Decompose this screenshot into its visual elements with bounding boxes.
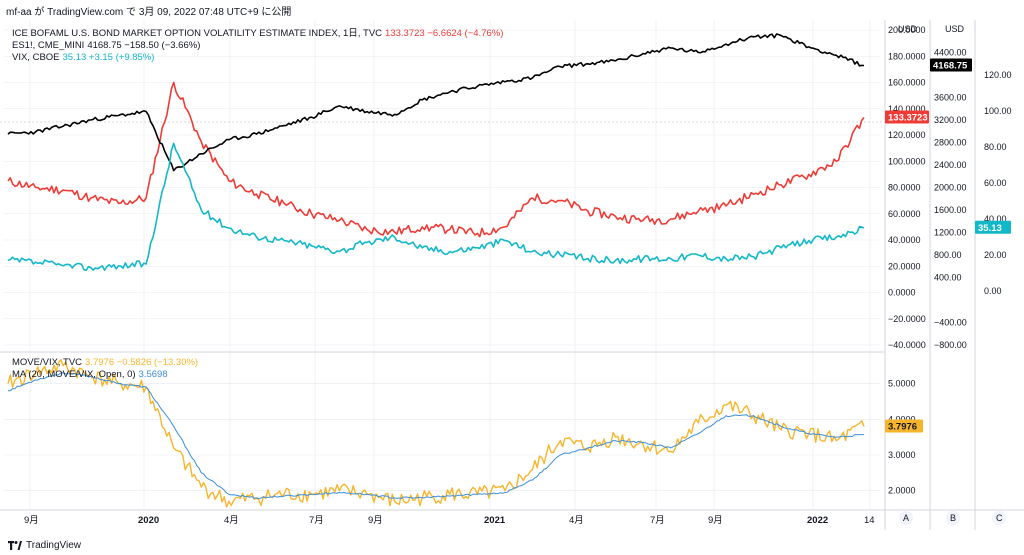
es-tick-label: 2800.00: [934, 138, 967, 148]
legend-ma[interactable]: MA (20, MOVE/VIX, Open, 0) 3.5698: [12, 369, 171, 380]
legend-es-value: 4168.75 −158.50 (−3.66%): [87, 40, 201, 51]
es-tick-label: 1600.00: [934, 205, 967, 215]
series-layer: [7, 33, 865, 508]
legend-es-name: ES1!, CME_MINI: [12, 40, 85, 51]
vix-tick-label: 40.00: [984, 214, 1007, 224]
x-tick-label: 7月: [650, 515, 665, 526]
es-tick-label: 3600.00: [934, 93, 967, 103]
tradingview-logo-icon: [8, 541, 22, 550]
move-tick-label: 180.0000: [888, 51, 926, 61]
ma-series-line: [8, 372, 864, 499]
legend-vix-value: 35.13 +3.15 (+9.85%): [62, 52, 155, 63]
axis-layer: 200.0000180.0000160.0000140.0000120.0000…: [24, 24, 1012, 526]
vix-last-value-badge-text: 35.13: [978, 223, 1002, 234]
scale-letter: A: [903, 513, 909, 523]
x-tick-label: 9月: [708, 515, 723, 526]
x-tick-label: 2021: [484, 515, 506, 526]
move-tick-label: 140.0000: [888, 104, 926, 114]
vix-tick-label: 60.00: [984, 178, 1007, 188]
move-last-value-badge: 133.3723: [885, 110, 929, 124]
scale-button[interactable]: [992, 511, 1006, 525]
legend-vix[interactable]: VIX, CBOE 35.13 +3.15 (+9.85%): [12, 52, 157, 63]
badge-layer: 4168.75 133.3723 35.13 3.7976: [885, 58, 1011, 433]
es-tick-label: 2400.00: [934, 160, 967, 170]
es-tick-label: 400.00: [934, 273, 962, 283]
vix-tick-label: 80.00: [984, 142, 1007, 152]
es-tick-label: 800.00: [934, 250, 962, 260]
x-tick-label: 2022: [807, 515, 828, 526]
scale-button[interactable]: [899, 511, 913, 525]
move-tick-label: 120.0000: [888, 130, 926, 140]
ratio-tick-label: 5.0000: [888, 379, 916, 389]
legend-vix-name: VIX, CBOE: [12, 52, 60, 63]
es-tick-label: −800.00: [934, 340, 967, 350]
es-tick-label: 4400.00: [934, 48, 967, 58]
x-tick-label: 9月: [368, 515, 383, 526]
move-tick-label: 40.0000: [888, 235, 921, 245]
legend-ratio-value: 3.7976 −0.5826 (−13.30%): [85, 357, 199, 368]
legend-move[interactable]: ICE BOFAML U.S. BOND MARKET OPTION VOLAT…: [12, 28, 506, 39]
es-tick-label: 3200.00: [934, 115, 967, 125]
es-tick-label: 1200.00: [934, 228, 967, 238]
vix-series-line: [7, 142, 865, 271]
move-tick-label: 160.0000: [888, 78, 926, 88]
ratio-last-value-badge-text: 3.7976: [888, 422, 917, 433]
currency-label: USD: [898, 24, 918, 34]
es-last-value-badge-text: 4168.75: [933, 61, 968, 72]
grid-layer: [4, 20, 880, 510]
vix-tick-label: 20.00: [984, 250, 1007, 260]
currency-label: USD: [945, 24, 965, 34]
x-tick-label: 2020: [138, 515, 159, 526]
legend-ratio-name: MOVE/VIX, TVC: [12, 357, 83, 368]
x-tick-label: 9月: [24, 515, 39, 526]
x-tick-label: 4月: [224, 515, 239, 526]
publish-info: mf-aa が TradingView.com で 3月 09, 2022 07…: [6, 7, 292, 18]
es-tick-label: −400.00: [934, 318, 967, 328]
es-last-value-badge: 4168.75: [930, 58, 972, 72]
x-tick-label: 4月: [569, 515, 584, 526]
move-series-line: [7, 81, 865, 238]
move-tick-label: 200.0000: [888, 25, 926, 35]
move-last-value-badge-text: 133.3723: [888, 112, 928, 123]
legend-ratio[interactable]: MOVE/VIX, TVC 3.7976 −0.5826 (−13.30%): [12, 357, 201, 368]
legend-ma-value: 3.5698: [138, 369, 168, 380]
move-tick-label: 80.0000: [888, 183, 921, 193]
scale-letter: B: [950, 513, 956, 523]
ratio-tick-label: 2.0000: [888, 486, 916, 496]
footer-brand-label: TradingView: [26, 540, 82, 551]
scale-button[interactable]: [946, 511, 960, 525]
es-tick-label: 2000.00: [934, 183, 967, 193]
vix-tick-label: 100.00: [984, 106, 1012, 116]
footer-brand[interactable]: TradingView: [8, 540, 81, 551]
vix-last-value-badge: 35.13: [975, 220, 1011, 234]
vix-tick-label: 120.00: [984, 70, 1012, 80]
ratio-series-line: [7, 359, 865, 508]
ratio-tick-label: 4.0000: [888, 414, 916, 424]
move-tick-label: 60.0000: [888, 209, 921, 219]
x-tick-label: 14: [864, 515, 875, 526]
ratio-tick-label: 3.0000: [888, 450, 916, 460]
legend-move-value: 133.3723 −6.6624 (−4.76%): [385, 28, 504, 39]
x-tick-label: 7月: [309, 515, 324, 526]
move-tick-label: −20.0000: [888, 314, 926, 324]
es-series-line: [7, 33, 865, 172]
move-tick-label: 0.0000: [888, 288, 916, 298]
move-tick-label: 20.0000: [888, 261, 921, 271]
vix-tick-label: 0.00: [984, 286, 1002, 296]
scale-letter: C: [996, 513, 1003, 523]
legend-ma-name: MA (20, MOVE/VIX, Open, 0): [12, 369, 136, 380]
move-tick-label: 100.0000: [888, 156, 926, 166]
legend-es[interactable]: ES1!, CME_MINI 4168.75 −158.50 (−3.66%): [12, 40, 203, 51]
move-tick-label: −40.0000: [888, 340, 926, 350]
legend-move-name: ICE BOFAML U.S. BOND MARKET OPTION VOLAT…: [12, 28, 383, 39]
ratio-last-value-badge: 3.7976: [885, 419, 923, 433]
